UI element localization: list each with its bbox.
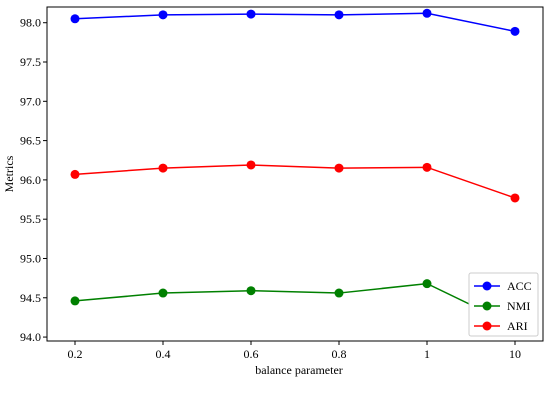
series-group [70, 8, 520, 331]
data-point [510, 193, 520, 203]
series-ari [70, 160, 520, 203]
data-point [334, 10, 344, 20]
y-tick-label: 96.0 [20, 173, 41, 187]
x-axis-ticks: 0.2 0.4 0.6 0.8 1 10 [68, 341, 521, 361]
y-tick-label: 95.5 [20, 212, 41, 226]
data-point [158, 10, 168, 20]
data-point [422, 162, 432, 172]
x-tick-label: 10 [509, 347, 521, 361]
x-tick-label: 0.4 [156, 347, 171, 361]
series-line [74, 164, 516, 199]
data-point [422, 279, 432, 289]
data-point [246, 286, 256, 296]
y-axis-title: Metrics [2, 155, 16, 192]
x-tick-label: 0.6 [244, 347, 259, 361]
axes [46, 6, 544, 342]
x-tick-label: 0.8 [332, 347, 347, 361]
legend-marker [482, 321, 492, 331]
y-tick-label: 97.5 [20, 55, 41, 69]
data-point [334, 288, 344, 298]
legend-label: NMI [507, 299, 530, 313]
y-tick-label: 96.5 [20, 134, 41, 148]
data-point [70, 296, 80, 306]
x-axis-title: balance parameter [255, 363, 343, 377]
y-axis-ticks: 94.0 94.5 95.0 95.5 96.0 96.5 97.0 97.5 98.0 [20, 16, 47, 344]
series-line [74, 282, 516, 327]
series-line [74, 12, 516, 33]
legend-item-ari: ARI [474, 319, 528, 333]
legend-item-acc: ACC [474, 279, 532, 293]
y-tick-label: 95.0 [20, 251, 41, 265]
data-point [334, 163, 344, 173]
legend: ACC NMI ARI [468, 272, 539, 337]
plot-frame [46, 6, 544, 342]
y-tick-label: 98.0 [20, 16, 41, 30]
y-tick-label: 97.0 [20, 94, 41, 108]
x-tick-label: 0.2 [68, 347, 83, 361]
x-tick-label: 1 [424, 347, 430, 361]
data-point [158, 163, 168, 173]
data-point [158, 288, 168, 298]
data-point [510, 26, 520, 36]
data-point [70, 169, 80, 179]
data-point [70, 14, 80, 24]
data-point [422, 8, 432, 18]
legend-marker [482, 301, 492, 311]
series-acc [70, 8, 520, 36]
y-tick-label: 94.0 [20, 330, 41, 344]
data-point [246, 9, 256, 19]
legend-label: ARI [507, 319, 528, 333]
legend-label: ACC [507, 279, 532, 293]
data-point [246, 160, 256, 170]
legend-item-nmi: NMI [474, 299, 530, 313]
legend-marker [482, 281, 492, 291]
series-nmi [70, 279, 520, 331]
y-tick-label: 94.5 [20, 291, 41, 305]
